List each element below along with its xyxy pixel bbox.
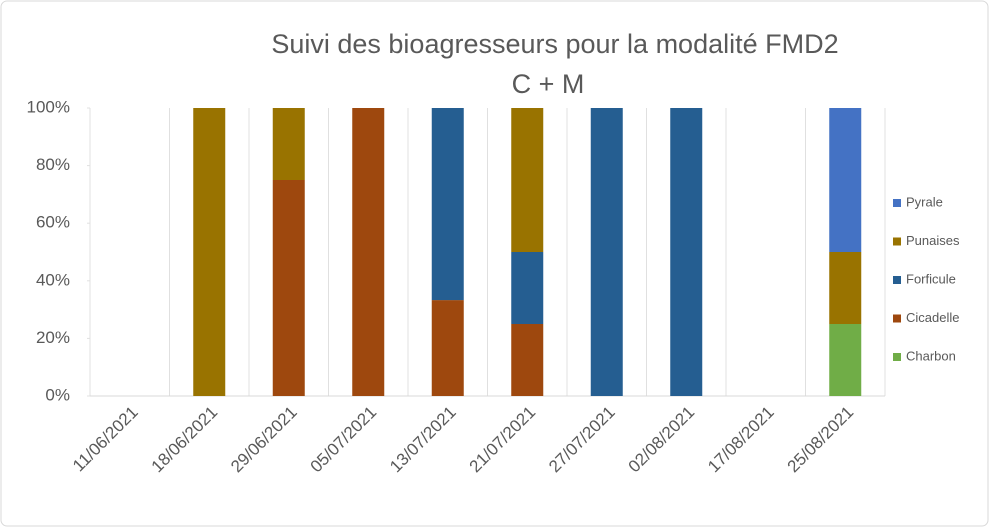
y-tick-label: 40%: [36, 270, 70, 289]
legend-swatch: [893, 353, 901, 361]
y-tick-label: 0%: [45, 385, 70, 404]
legend-label: Forficule: [906, 271, 956, 286]
bar-segment: [829, 324, 862, 396]
bar-segment: [431, 300, 464, 396]
legend-swatch: [893, 199, 901, 207]
chart-subtitle: C + M: [512, 69, 585, 99]
bar-segment: [193, 108, 226, 396]
y-tick-label: 100%: [27, 97, 70, 116]
bar-segment: [829, 252, 862, 324]
bar-segment: [511, 108, 544, 252]
y-tick-label: 60%: [36, 213, 70, 232]
legend-label: Pyrale: [906, 194, 943, 209]
chart-title: Suivi des bioagresseurs pour la modalité…: [271, 29, 838, 59]
bar-segment: [670, 108, 703, 396]
y-tick-label: 20%: [36, 328, 70, 347]
legend-swatch: [893, 237, 901, 246]
bar-segment: [272, 108, 305, 180]
bar-segment: [431, 108, 464, 301]
legend-swatch: [893, 314, 901, 323]
bar-segment: [352, 108, 385, 396]
bar-segment: [590, 108, 623, 396]
y-tick-label: 80%: [36, 155, 70, 174]
legend-label: Punaises: [906, 233, 960, 248]
bar-segment: [511, 324, 544, 396]
bar-segment: [272, 180, 305, 396]
legend-label: Cicadelle: [906, 310, 959, 325]
legend-label: Charbon: [906, 348, 956, 363]
bar-segment: [829, 108, 862, 252]
legend-swatch: [893, 276, 901, 284]
bar-segment: [511, 252, 544, 324]
